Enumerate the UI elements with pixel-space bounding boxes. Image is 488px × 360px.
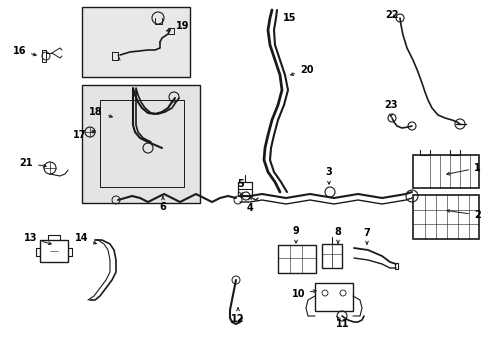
Text: 20: 20 — [290, 65, 313, 75]
Text: 5: 5 — [237, 179, 244, 195]
Text: 1: 1 — [446, 163, 480, 175]
Text: 4: 4 — [246, 197, 253, 213]
Bar — [40, 240, 68, 262]
Bar — [321, 244, 341, 268]
Text: 23: 23 — [384, 100, 397, 117]
Bar — [238, 182, 251, 196]
Text: 6: 6 — [159, 197, 166, 212]
Text: 16: 16 — [13, 46, 36, 56]
Text: 11: 11 — [335, 316, 348, 329]
Text: 3: 3 — [325, 167, 332, 184]
Bar — [82, 7, 190, 77]
Text: 2: 2 — [446, 210, 480, 220]
Text: 10: 10 — [291, 289, 316, 299]
Text: 12: 12 — [231, 308, 244, 324]
Bar — [412, 155, 478, 188]
Bar — [412, 195, 478, 239]
Text: 15: 15 — [282, 13, 295, 23]
Bar — [82, 85, 200, 203]
Text: 18: 18 — [89, 107, 112, 117]
Text: 21: 21 — [20, 158, 46, 168]
Text: 13: 13 — [23, 233, 51, 244]
Text: 17: 17 — [72, 130, 95, 140]
Text: 14: 14 — [74, 233, 96, 244]
Text: 9: 9 — [292, 226, 299, 243]
Bar — [100, 100, 183, 187]
Bar — [314, 283, 352, 311]
Text: 8: 8 — [334, 227, 341, 243]
Text: 19: 19 — [166, 21, 189, 31]
Text: 7: 7 — [363, 228, 369, 244]
Bar — [278, 245, 315, 273]
Text: 22: 22 — [384, 10, 398, 20]
